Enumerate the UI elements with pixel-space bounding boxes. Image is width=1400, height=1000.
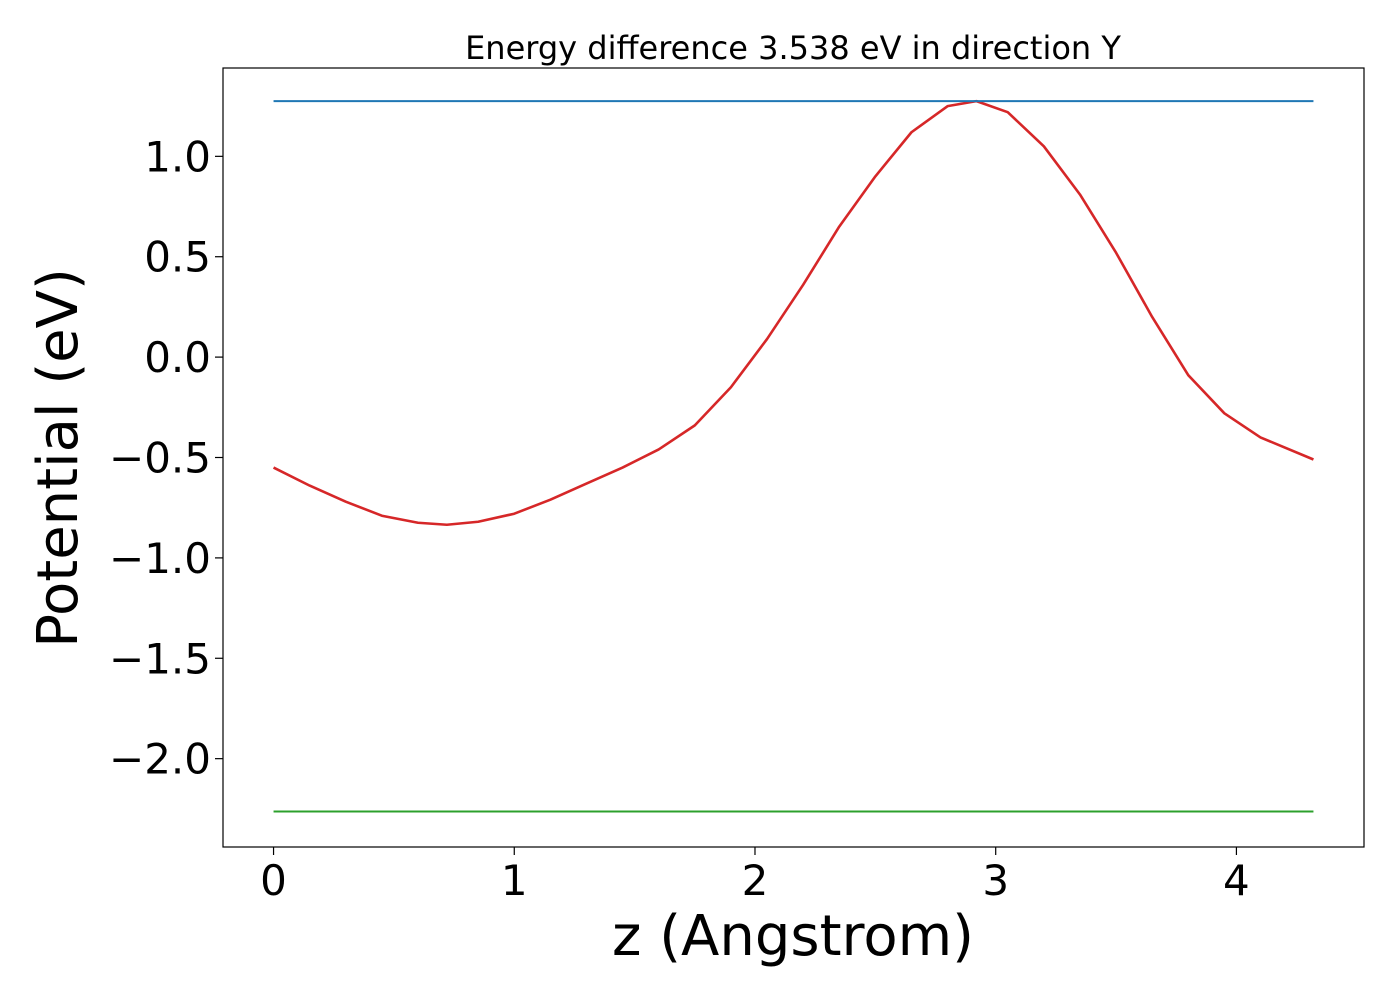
y-axis: 1.0 0.5 0.0 −0.5 −1.0 −1.5 −2.0 <box>109 132 223 784</box>
x-tick-label: 2 <box>742 856 769 905</box>
x-tick-label: 4 <box>1223 856 1250 905</box>
y-tick-label: 0.5 <box>144 233 211 282</box>
y-tick-label: 1.0 <box>144 132 211 181</box>
plot-frame <box>222 67 1365 848</box>
chart-title: Energy difference 3.538 eV in direction … <box>465 29 1121 67</box>
series-line-0 <box>272 99 1314 527</box>
y-tick-label: −2.0 <box>109 735 211 784</box>
y-tick-label: −1.0 <box>109 534 211 583</box>
series-layer <box>272 99 1314 813</box>
y-tick-label: −0.5 <box>109 434 211 483</box>
x-tick-label: 0 <box>260 856 287 905</box>
x-tick-label: 3 <box>982 856 1009 905</box>
x-axis: 0 1 2 3 4 <box>260 847 1250 905</box>
y-tick-label: −1.5 <box>109 634 211 683</box>
y-tick-label: 0.0 <box>144 333 211 382</box>
y-axis-title: Potential (eV) <box>26 268 91 648</box>
x-axis-title: z (Angstrom) <box>612 904 974 969</box>
x-tick-label: 1 <box>501 856 528 905</box>
